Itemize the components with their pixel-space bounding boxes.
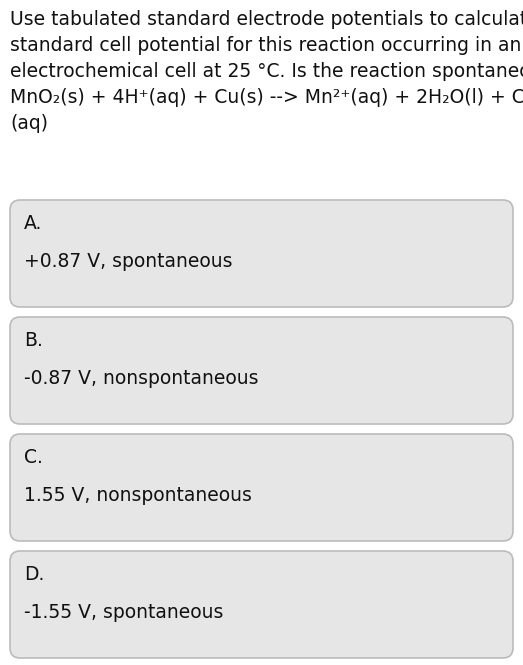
Text: B.: B. xyxy=(24,331,43,350)
Text: -1.55 V, spontaneous: -1.55 V, spontaneous xyxy=(24,603,223,622)
Text: D.: D. xyxy=(24,565,44,584)
Text: electrochemical cell at 25 °C. Is the reaction spontaneous?: electrochemical cell at 25 °C. Is the re… xyxy=(10,62,523,81)
Text: (aq): (aq) xyxy=(10,114,48,133)
Text: Use tabulated standard electrode potentials to calculate the: Use tabulated standard electrode potenti… xyxy=(10,10,523,29)
FancyBboxPatch shape xyxy=(10,200,513,307)
Text: MnO₂(s) + 4H⁺(aq) + Cu(s) --> Mn²⁺(aq) + 2H₂O(l) + Cu²⁺: MnO₂(s) + 4H⁺(aq) + Cu(s) --> Mn²⁺(aq) +… xyxy=(10,88,523,107)
FancyBboxPatch shape xyxy=(10,551,513,658)
Text: standard cell potential for this reaction occurring in an: standard cell potential for this reactio… xyxy=(10,36,521,55)
Text: C.: C. xyxy=(24,448,43,467)
Text: -0.87 V, nonspontaneous: -0.87 V, nonspontaneous xyxy=(24,369,258,388)
Text: A.: A. xyxy=(24,214,42,233)
Text: 1.55 V, nonspontaneous: 1.55 V, nonspontaneous xyxy=(24,486,252,505)
Text: +0.87 V, spontaneous: +0.87 V, spontaneous xyxy=(24,252,233,271)
FancyBboxPatch shape xyxy=(10,317,513,424)
FancyBboxPatch shape xyxy=(10,434,513,541)
